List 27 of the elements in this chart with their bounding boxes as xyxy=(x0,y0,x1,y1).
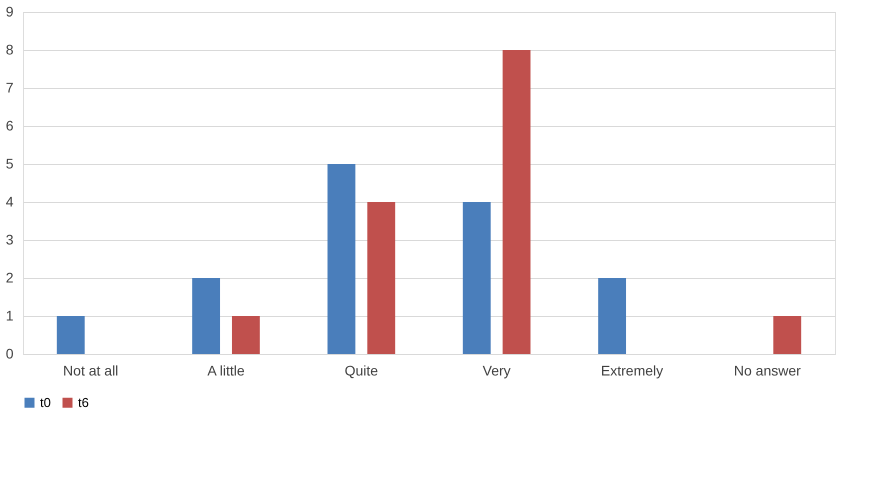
x-tick-label: Quite xyxy=(344,362,378,378)
bar xyxy=(598,278,626,354)
legend-label: t0 xyxy=(40,394,51,410)
bar xyxy=(56,316,85,354)
y-tick-label: 1 xyxy=(6,308,14,324)
bar xyxy=(773,316,802,354)
bar xyxy=(502,50,530,354)
bar xyxy=(367,202,396,354)
y-tick-label: 9 xyxy=(6,4,14,20)
bar xyxy=(192,278,220,354)
y-tick-label: 0 xyxy=(6,346,14,362)
y-tick-label: 8 xyxy=(6,42,14,58)
y-tick-label: 4 xyxy=(6,194,14,210)
legend-label: t6 xyxy=(78,394,89,410)
bar xyxy=(462,202,491,354)
x-tick-label: Not at all xyxy=(63,362,118,378)
x-tick-label: No answer xyxy=(734,362,802,378)
y-tick-label: 5 xyxy=(6,156,14,172)
bar xyxy=(232,316,260,354)
y-tick-label: 7 xyxy=(6,80,14,96)
bar xyxy=(328,164,356,354)
y-tick-label: 6 xyxy=(6,118,14,134)
y-tick-label: 2 xyxy=(6,270,14,286)
x-tick-label: A little xyxy=(207,362,245,378)
y-tick-label: 3 xyxy=(6,232,14,248)
x-tick-label: Very xyxy=(482,362,511,378)
x-tick-label: Extremely xyxy=(600,362,664,378)
